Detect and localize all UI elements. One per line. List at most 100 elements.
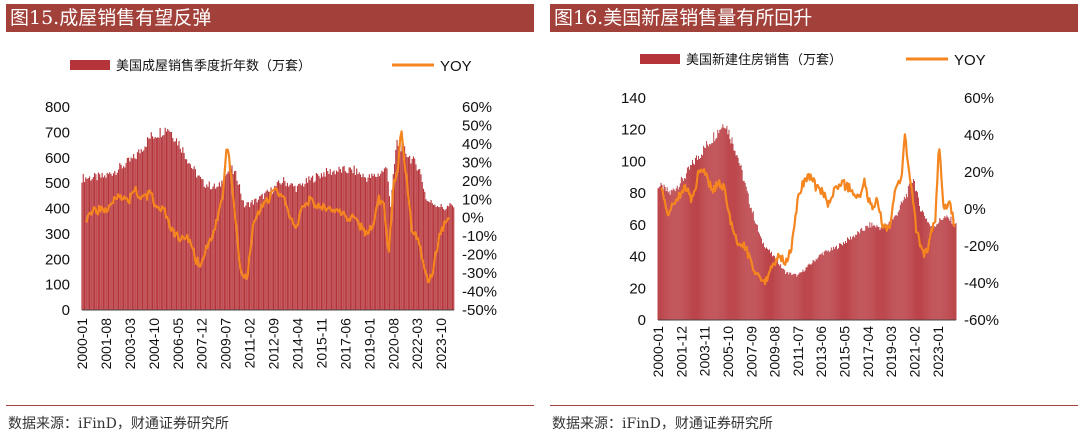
- bar: [678, 186, 680, 320]
- bar: [133, 153, 135, 310]
- bar: [107, 174, 110, 310]
- bar: [182, 147, 184, 310]
- bar: [317, 174, 319, 310]
- bar: [363, 176, 365, 310]
- bar: [117, 169, 120, 310]
- bar: [835, 245, 837, 320]
- bar: [745, 186, 747, 320]
- bar: [254, 199, 256, 310]
- bar: [215, 188, 217, 310]
- bar: [100, 177, 102, 310]
- left-axis-tick-label: 40: [629, 249, 646, 266]
- bar: [720, 129, 722, 320]
- bar: [157, 137, 159, 310]
- bar: [934, 226, 936, 320]
- bar: [325, 167, 328, 310]
- left-axis-tick-label: 800: [45, 99, 70, 116]
- bar: [927, 222, 929, 320]
- yoy-series-line: [660, 133, 956, 286]
- bar: [289, 184, 291, 310]
- bar: [853, 235, 855, 320]
- right-axis-tick-label: 40%: [462, 136, 492, 153]
- bar: [385, 167, 387, 310]
- yoy-series-line: [85, 130, 451, 284]
- bar: [954, 224, 956, 320]
- bar: [274, 185, 276, 310]
- bar: [245, 205, 247, 310]
- bar: [357, 174, 359, 310]
- bar: [110, 173, 112, 310]
- right-axis-tick-label: 40%: [964, 127, 994, 144]
- bar: [936, 224, 938, 320]
- bar: [104, 175, 106, 310]
- bar: [362, 173, 364, 310]
- bar: [328, 174, 330, 310]
- bar: [702, 155, 704, 320]
- bar: [869, 222, 871, 320]
- bar: [786, 272, 788, 320]
- bar: [925, 218, 927, 320]
- bar: [406, 157, 408, 310]
- right-axis-tick-label: 20%: [964, 164, 994, 181]
- bar: [217, 186, 219, 310]
- bar: [259, 196, 261, 310]
- bar: [230, 169, 232, 310]
- bar: [260, 195, 262, 310]
- x-axis-tick-label: 2009-07: [218, 318, 234, 370]
- right-axis-tick-label: 0%: [462, 210, 484, 227]
- bar: [671, 190, 673, 320]
- right-axis-tick-label: 30%: [462, 154, 492, 171]
- bar: [280, 184, 282, 310]
- bar: [162, 135, 164, 310]
- bar: [83, 182, 86, 310]
- left-axis-tick-label: 400: [45, 201, 70, 218]
- bar: [821, 252, 823, 320]
- bar: [330, 175, 333, 310]
- bar: [799, 272, 801, 320]
- bar: [893, 216, 895, 320]
- bar: [851, 239, 853, 320]
- bar: [698, 155, 700, 320]
- chart-panel-new-home-sales: 图16.美国新屋销售量有所回升 美国新建住房销售（万套） YOY 140 120 100…: [550, 0, 1078, 436]
- right-axis-tick-label: -20%: [964, 238, 999, 255]
- bar: [768, 250, 769, 320]
- right-axis-tick-label: 10%: [462, 191, 492, 208]
- bar: [707, 144, 709, 320]
- left-axis-tick-label: 700: [45, 124, 70, 141]
- x-axis-tick-label: 2023-01: [930, 326, 946, 378]
- bar: [309, 180, 311, 310]
- bar: [169, 131, 171, 310]
- bar: [701, 154, 703, 320]
- bar: [155, 137, 157, 310]
- bar: [923, 212, 925, 320]
- bar-series: [81, 127, 455, 310]
- bar: [725, 128, 727, 320]
- bar: [252, 204, 254, 310]
- bar: [882, 228, 884, 320]
- bar: [194, 169, 196, 310]
- bar: [378, 176, 380, 310]
- x-axis-tick-label: 2001-08: [98, 318, 114, 370]
- bar: [279, 183, 281, 310]
- bar: [740, 164, 742, 320]
- bar: [320, 173, 322, 310]
- bar: [823, 251, 825, 320]
- bar: [128, 157, 130, 310]
- bar: [90, 180, 92, 310]
- bar: [898, 210, 900, 320]
- bar: [392, 174, 394, 310]
- bar: [335, 170, 338, 310]
- bar: [402, 143, 404, 310]
- bar: [790, 272, 792, 320]
- bar: [380, 173, 382, 310]
- bar: [250, 202, 252, 310]
- bar: [409, 155, 411, 310]
- bar: [738, 163, 740, 320]
- legend-bar-label: 美国成屋销售季度折年数（万套）: [116, 58, 311, 74]
- right-axis-tick-label: -40%: [964, 275, 999, 292]
- bar: [714, 141, 716, 320]
- bar: [837, 248, 839, 320]
- bar: [783, 268, 785, 320]
- bar: [726, 125, 728, 320]
- bar: [271, 193, 273, 310]
